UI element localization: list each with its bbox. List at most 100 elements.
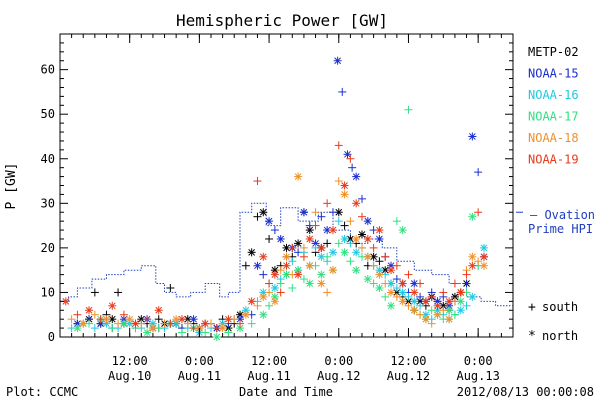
data-point (114, 319, 123, 328)
footer-timestamp: 2012/08/13 00:00:08 (457, 385, 594, 399)
y-tick-label: 60 (41, 63, 55, 77)
x-tick-date: Aug.11 (247, 369, 290, 383)
data-point (404, 270, 413, 279)
data-point (375, 270, 384, 279)
data-point (90, 310, 99, 319)
data-point (381, 292, 390, 301)
data-point (265, 288, 274, 297)
data-point (375, 283, 384, 292)
data-point (288, 243, 297, 252)
data-point (456, 297, 465, 306)
data-point (358, 243, 366, 252)
data-point (346, 239, 355, 248)
data-point (114, 288, 123, 297)
data-point (102, 315, 111, 324)
x-tick-date: Aug.12 (317, 369, 360, 383)
data-point (404, 292, 413, 301)
points-layer (61, 56, 488, 341)
data-point (334, 177, 343, 186)
data-point (328, 266, 337, 275)
data-point (282, 270, 291, 279)
data-point (247, 319, 256, 328)
data-point (363, 217, 372, 226)
data-point (224, 328, 233, 337)
legend-marker-symbol: * (528, 329, 536, 344)
data-point (456, 288, 465, 297)
data-point (328, 248, 337, 257)
data-point (201, 319, 210, 328)
data-point (299, 243, 308, 252)
y-tick-label: 30 (41, 196, 55, 210)
data-point (259, 310, 268, 319)
data-point (346, 257, 355, 266)
data-point (90, 288, 99, 297)
data-point (369, 261, 378, 270)
data-point (317, 252, 326, 261)
data-point (67, 315, 76, 324)
data-point (416, 292, 425, 301)
data-point (398, 279, 407, 288)
y-tick-label: 0 (48, 330, 55, 344)
data-point (148, 324, 157, 333)
x-tick-time: 12:00 (112, 354, 148, 368)
data-point (334, 141, 343, 150)
data-point (352, 199, 361, 208)
data-point (212, 333, 221, 341)
data-point (270, 270, 279, 279)
data-point (276, 288, 285, 297)
data-point (282, 261, 291, 270)
data-point (346, 154, 355, 163)
data-point (317, 279, 326, 288)
data-point (474, 257, 483, 266)
data-point (259, 270, 268, 279)
data-point (154, 306, 163, 315)
data-point (479, 261, 488, 270)
data-point (381, 266, 390, 275)
data-point (79, 319, 88, 328)
data-point (387, 266, 396, 275)
data-point (369, 279, 378, 288)
data-point (73, 310, 82, 319)
data-point (363, 252, 372, 261)
data-point (108, 324, 117, 333)
data-point (450, 292, 459, 301)
ovation-layer (60, 202, 523, 307)
x-tick-date: Aug.11 (178, 369, 221, 383)
data-point (323, 226, 332, 235)
data-point (253, 177, 262, 186)
data-point (236, 319, 245, 328)
x-tick-time: 0:00 (464, 354, 493, 368)
data-point (166, 319, 175, 328)
data-point (119, 319, 128, 328)
data-point (340, 248, 349, 257)
data-point (276, 234, 285, 243)
data-point (305, 261, 314, 270)
data-point (468, 252, 477, 261)
data-point (338, 87, 347, 96)
y-axis-label: P [GW] (4, 163, 19, 210)
data-point (369, 243, 378, 252)
data-point (375, 257, 384, 266)
data-point (299, 252, 308, 261)
data-point (381, 279, 390, 288)
data-point (125, 315, 134, 324)
data-point (387, 301, 396, 310)
data-point (410, 306, 419, 315)
data-point (317, 212, 326, 221)
data-point (392, 283, 401, 292)
data-point (323, 239, 332, 248)
data-point (253, 212, 262, 221)
data-point (363, 234, 372, 243)
data-point (317, 270, 326, 279)
data-point (381, 252, 390, 261)
data-point (369, 252, 378, 261)
data-point (479, 243, 488, 252)
data-point (305, 279, 314, 288)
data-point (352, 248, 361, 257)
y-tick-label: 20 (41, 241, 55, 255)
data-point (259, 252, 268, 261)
data-point (340, 234, 349, 243)
data-point (474, 168, 483, 177)
data-point (317, 243, 326, 252)
